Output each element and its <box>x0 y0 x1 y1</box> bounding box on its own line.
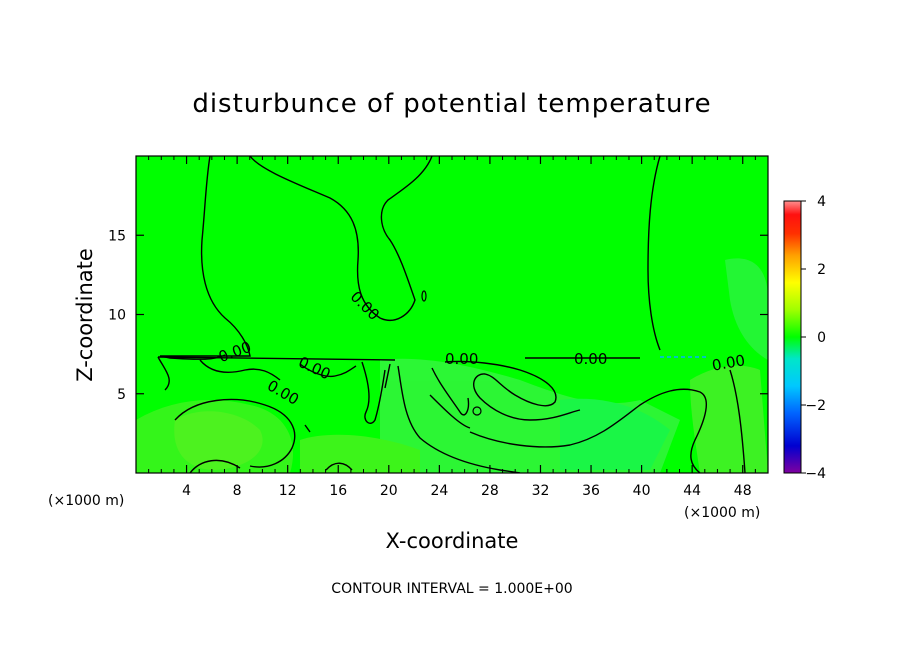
y-tick-label: 10 <box>108 308 126 324</box>
chart-title: disturbunce of potential temperature <box>192 89 711 119</box>
contour-interval-note: CONTOUR INTERVAL = 1.000E+00 <box>331 581 572 597</box>
x-tick-label: 8 <box>233 483 242 499</box>
x-tick-label: 28 <box>481 483 499 499</box>
colorbar-tick-label: 4 <box>817 194 826 210</box>
contour-ring-small <box>421 290 427 302</box>
x-tick-label: 44 <box>683 483 701 499</box>
contour-ring <box>472 406 482 416</box>
x-axis-label: X-coordinate <box>386 529 519 553</box>
y-axis-label: Z-coordinate <box>73 248 97 382</box>
x-tick-label: 24 <box>430 483 448 499</box>
x-tick-label: 4 <box>182 483 191 499</box>
contour-labels: 0.00 0.00 0.00 0.00 0.00 0.00 0.00 <box>216 288 746 409</box>
contour-label: 0.00 <box>445 350 478 368</box>
y-tick-label: 5 <box>117 387 126 403</box>
x-tick-label: 40 <box>633 483 651 499</box>
x-tick-label: 12 <box>279 483 297 499</box>
colorbar-tick-label: 2 <box>817 262 826 278</box>
x-tick-label: 16 <box>329 483 347 499</box>
colorbar <box>783 200 802 474</box>
colorbar-tick-label: −4 <box>805 466 826 482</box>
y-tick-label: 15 <box>108 228 126 244</box>
heatmap-field: 0.00 0.00 0.00 0.00 0.00 0.00 0.00 <box>136 156 768 473</box>
x-tick-label: 48 <box>734 483 752 499</box>
colorbar-ticks: 4 2 0 −2 −4 <box>801 194 826 482</box>
x-tick-label: 36 <box>582 483 600 499</box>
contour-label: 0.00 <box>574 350 607 368</box>
colorbar-tick-label: 0 <box>817 330 826 346</box>
contour-label: 0.00 <box>711 351 747 375</box>
x-tick-label: 20 <box>380 483 398 499</box>
y-axis: 5 10 15 <box>108 228 768 403</box>
x-axis: 4 8 12 16 20 24 28 32 36 40 44 48 <box>148 156 756 499</box>
x-unit-left: (×1000 m) <box>48 493 124 509</box>
field-patches <box>136 258 768 473</box>
x-unit-right: (×1000 m) <box>684 505 760 521</box>
x-tick-label: 32 <box>532 483 550 499</box>
colorbar-tick-label: −2 <box>805 398 826 414</box>
contour-lines <box>157 156 746 473</box>
